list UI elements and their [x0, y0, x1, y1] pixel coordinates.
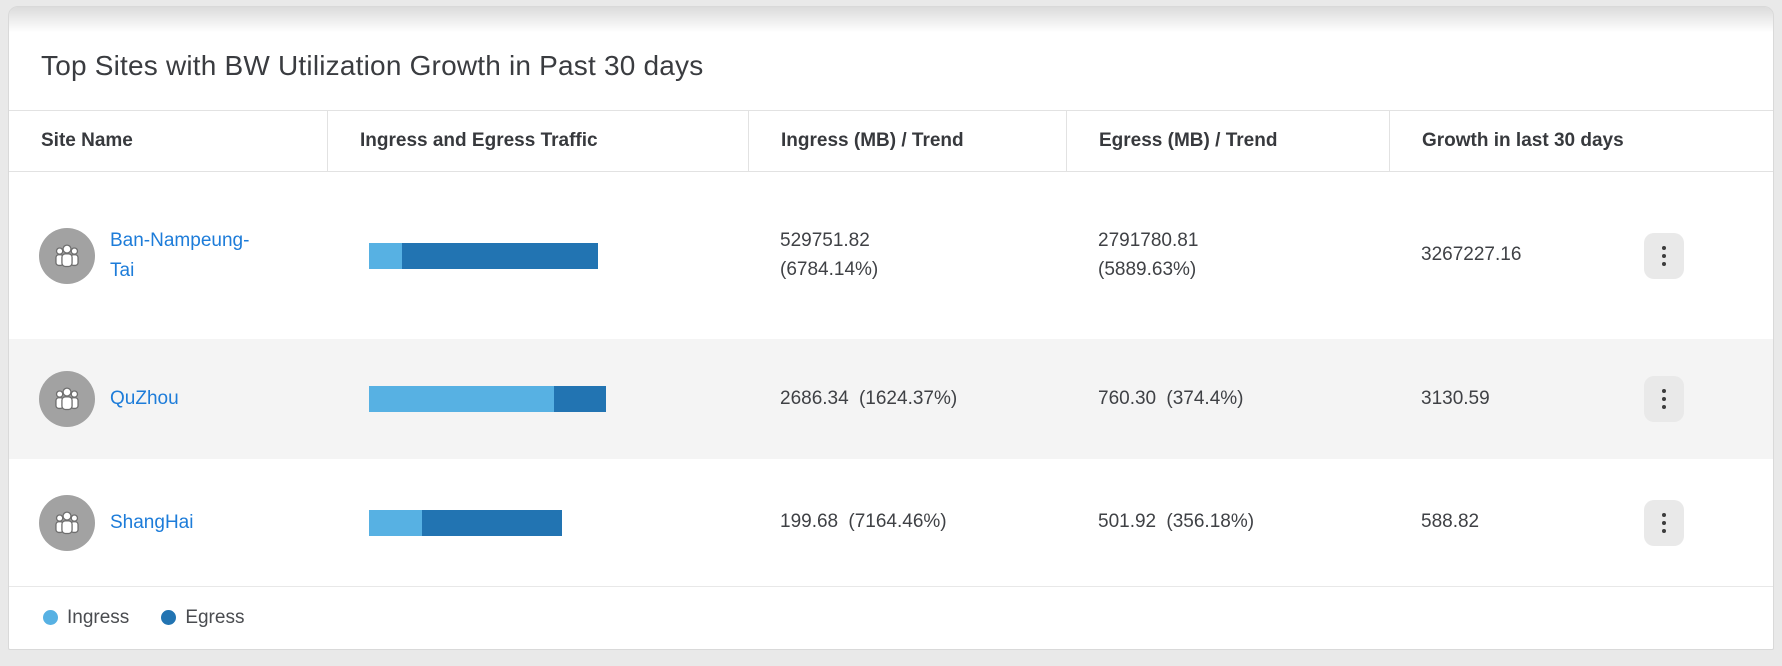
ingress-trend-pct: (7164.46%)	[848, 511, 947, 533]
ingress-value: 529751.82	[780, 230, 870, 251]
site-name-link[interactable]: QuZhou	[110, 388, 179, 410]
ingress-value: 2686.34	[780, 387, 849, 409]
site-name-cell: ShangHai	[9, 494, 327, 551]
site-name-cell: QuZhou	[9, 371, 327, 427]
egress-value: 501.92	[1098, 511, 1157, 533]
growth-value: 3130.59	[1421, 387, 1490, 409]
traffic-stacked-bar	[369, 386, 748, 412]
ingress-trend-pct: (6784.14%)	[780, 258, 879, 280]
widget-title: Top Sites with BW Utilization Growth in …	[41, 49, 704, 81]
kebab-icon	[1662, 512, 1666, 517]
site-group-avatar-icon	[39, 494, 95, 551]
table-row: ShangHai 199.68 (7164.46%) 501.92 (356.1…	[9, 459, 1773, 586]
table-header-row: Site Name Ingress and Egress Traffic Ing…	[9, 110, 1773, 172]
col-header-ingress: Ingress (MB) / Trend	[748, 111, 1066, 171]
ingress-bar-segment	[369, 386, 554, 412]
legend-item-egress[interactable]: Egress	[161, 607, 244, 629]
chart-legend: Ingress Egress	[9, 586, 1773, 648]
ingress-value: 199.68	[780, 511, 839, 533]
top-sites-widget: Top Sites with BW Utilization Growth in …	[8, 6, 1774, 650]
legend-label-egress: Egress	[185, 606, 245, 628]
ingress-bar-segment	[369, 242, 402, 269]
legend-item-ingress[interactable]: Ingress	[43, 607, 129, 629]
egress-value: 760.30	[1098, 387, 1157, 409]
kebab-icon	[1662, 389, 1666, 393]
site-name-link[interactable]: ShangHai	[110, 511, 194, 533]
growth-cell: 588.82	[1389, 499, 1773, 546]
traffic-bar-cell	[327, 386, 748, 412]
legend-label-ingress: Ingress	[67, 606, 130, 628]
site-group-avatar-icon	[39, 371, 95, 427]
traffic-bar-cell	[327, 242, 748, 269]
site-name-cell: Ban-Nampeung-Tai	[9, 226, 327, 285]
col-header-traffic: Ingress and Egress Traffic	[327, 111, 748, 171]
egress-trend-pct: (5889.63%)	[1098, 258, 1197, 280]
ingress-trend-cell: 199.68 (7164.46%)	[748, 508, 1066, 537]
site-name-link[interactable]: Ban-Nampeung-Tai	[110, 230, 250, 281]
row-actions-kebab-button[interactable]	[1644, 232, 1684, 279]
ingress-trend-pct: (1624.37%)	[858, 387, 958, 409]
kebab-icon	[1662, 245, 1666, 250]
growth-cell: 3130.59	[1389, 376, 1773, 422]
traffic-stacked-bar	[369, 509, 748, 536]
egress-bar-segment	[402, 242, 598, 269]
traffic-bar-cell	[327, 509, 748, 536]
egress-value: 2791780.81	[1098, 230, 1199, 251]
ingress-dot-icon	[43, 610, 58, 625]
col-header-egress: Egress (MB) / Trend	[1066, 111, 1389, 171]
egress-bar-segment	[554, 386, 606, 412]
col-header-growth: Growth in last 30 days	[1389, 111, 1773, 171]
table-row: QuZhou 2686.34 (1624.37%) 760.30 (374.4%…	[9, 339, 1773, 459]
ingress-bar-segment	[369, 509, 422, 536]
growth-value: 3267227.16	[1421, 244, 1522, 266]
egress-dot-icon	[161, 610, 177, 625]
ingress-trend-cell: 529751.82 (6784.14%)	[748, 227, 1066, 284]
egress-trend-cell: 2791780.81 (5889.63%)	[1066, 227, 1389, 284]
growth-value: 588.82	[1421, 511, 1480, 533]
site-group-avatar-icon	[39, 227, 95, 284]
egress-trend-pct: (374.4%)	[1166, 387, 1244, 409]
widget-title-block: Top Sites with BW Utilization Growth in …	[9, 7, 1773, 110]
col-header-site-name: Site Name	[41, 130, 133, 151]
egress-trend-cell: 760.30 (374.4%)	[1066, 385, 1389, 414]
egress-trend-pct: (356.18%)	[1166, 511, 1255, 533]
egress-trend-cell: 501.92 (356.18%)	[1066, 508, 1389, 537]
row-actions-kebab-button[interactable]	[1644, 376, 1684, 422]
traffic-stacked-bar	[369, 242, 748, 269]
egress-bar-segment	[422, 509, 562, 536]
growth-cell: 3267227.16	[1389, 232, 1773, 279]
table-row: Ban-Nampeung-Tai 529751.82 (6784.14%) 27…	[9, 172, 1773, 339]
row-actions-kebab-button[interactable]	[1644, 499, 1684, 546]
ingress-trend-cell: 2686.34 (1624.37%)	[748, 385, 1066, 414]
